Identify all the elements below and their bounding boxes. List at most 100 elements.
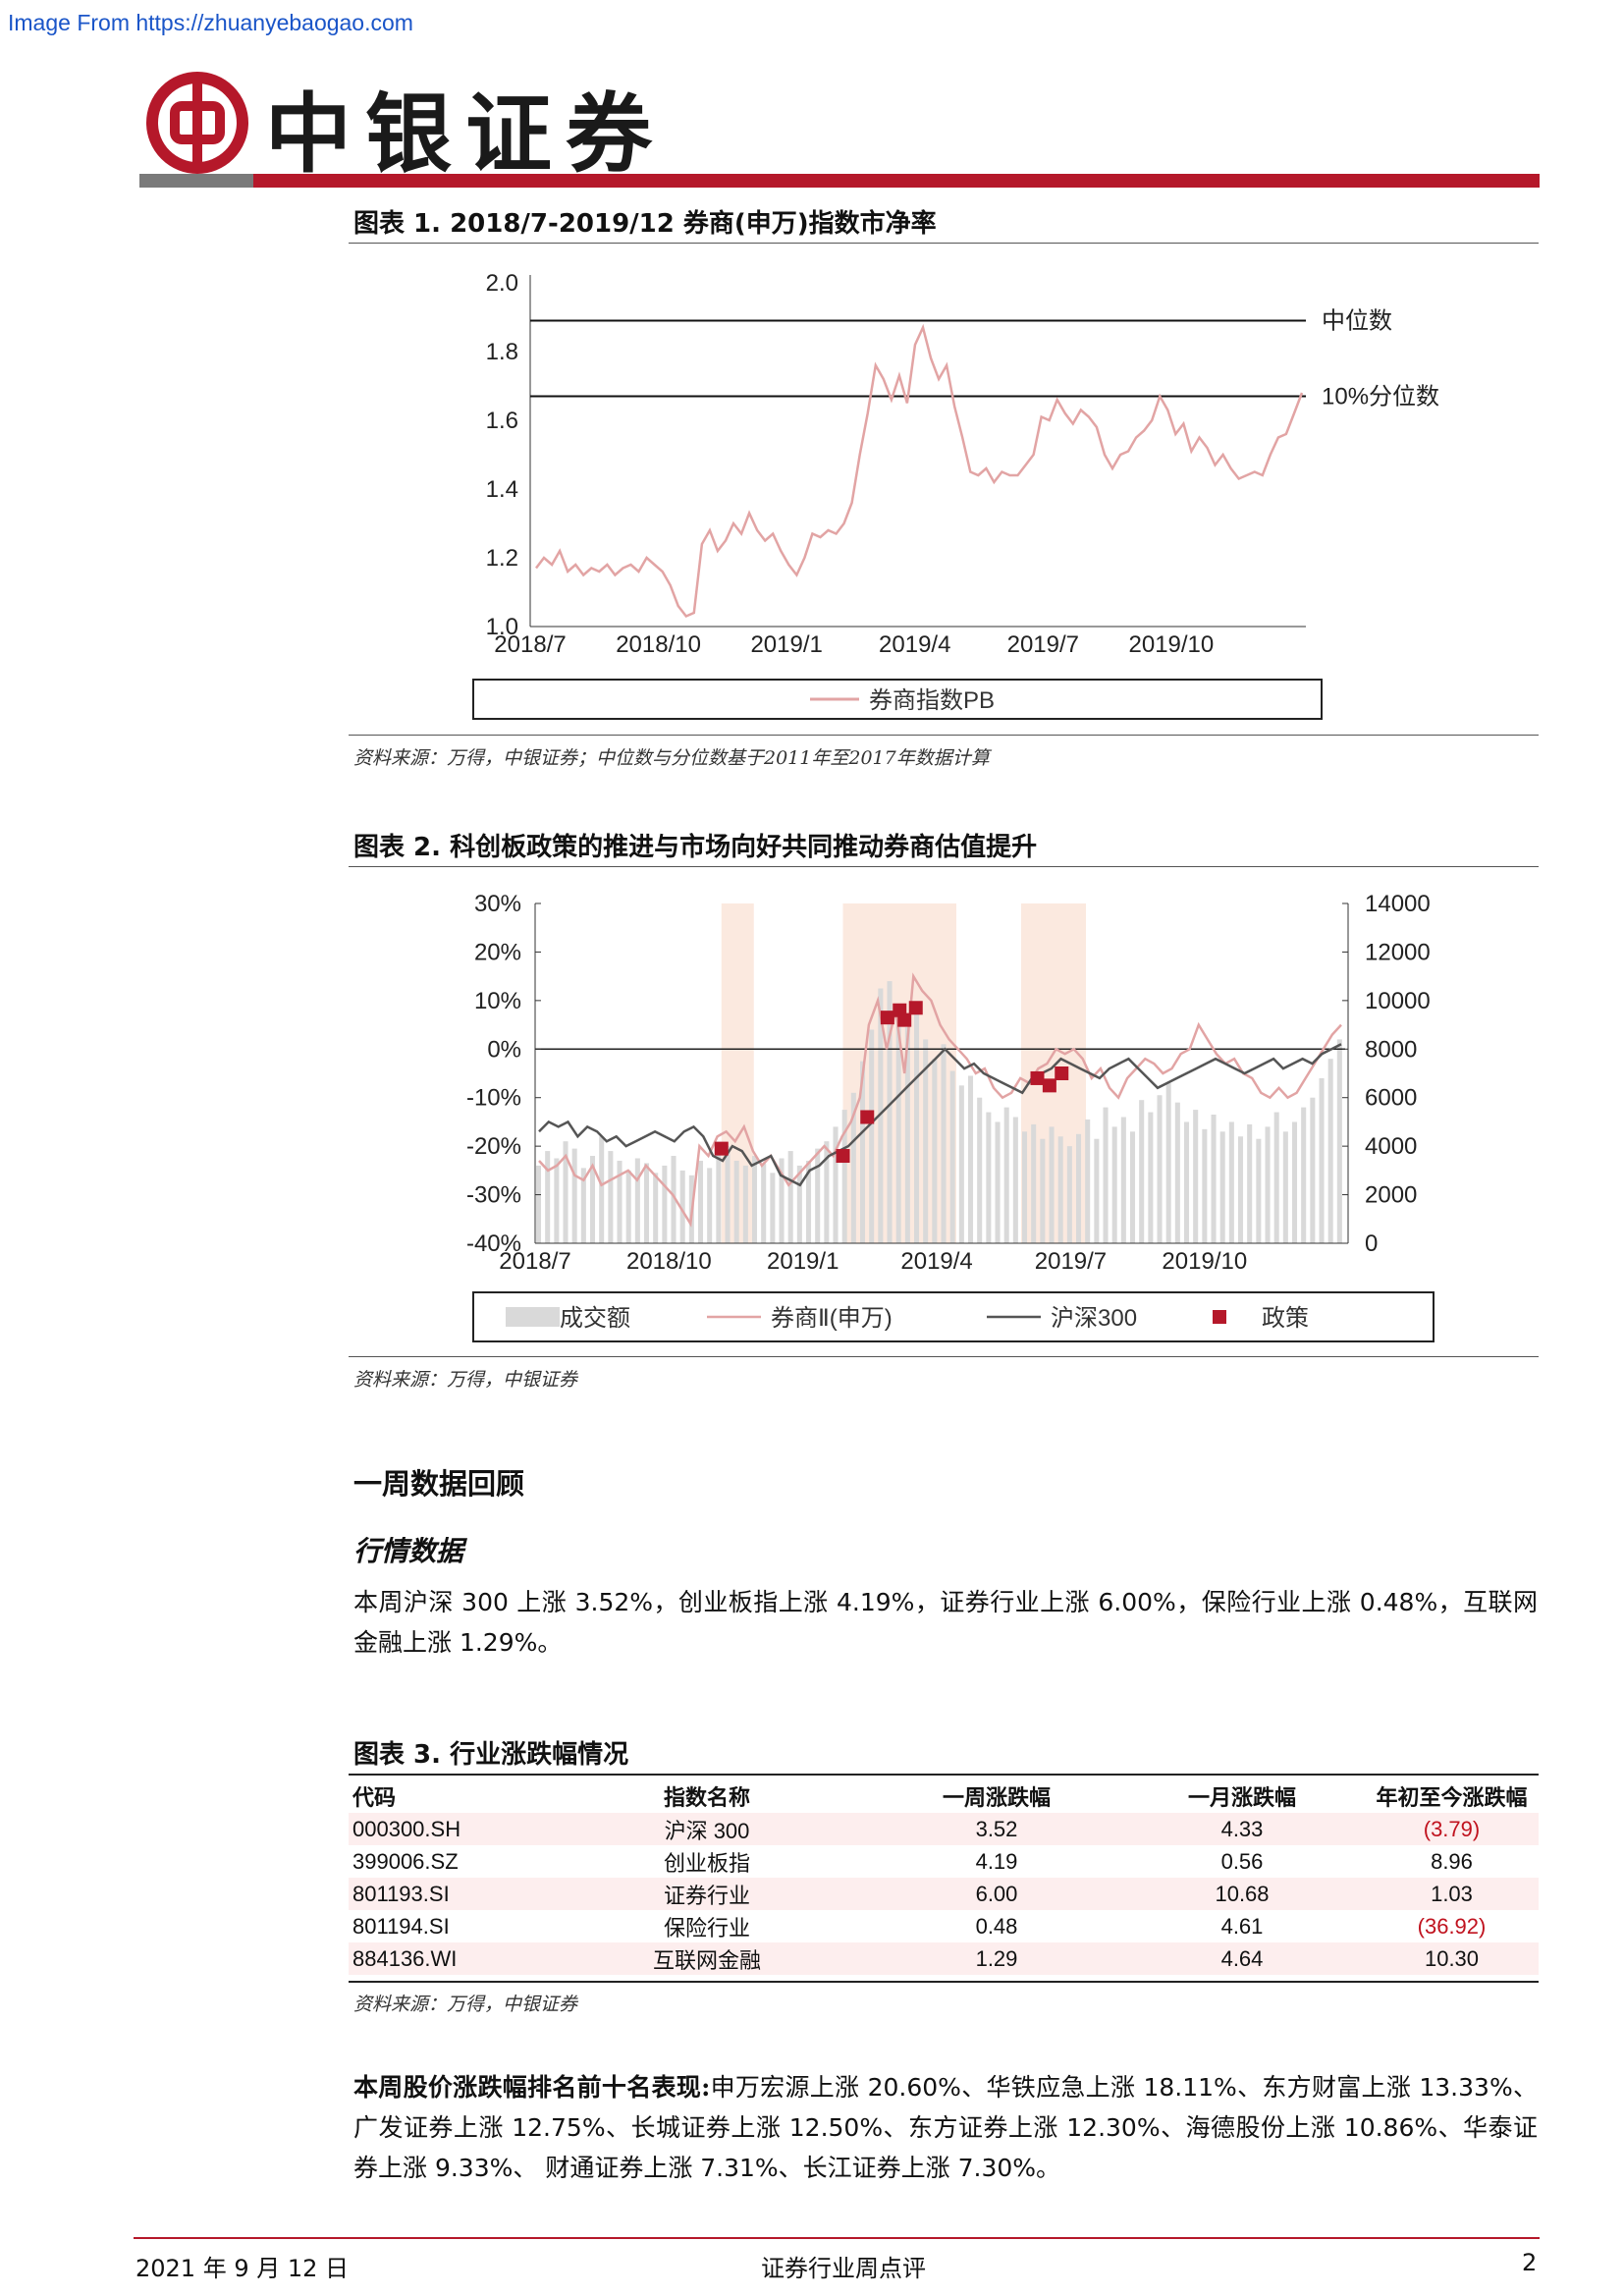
section-title: 一周数据回顾 (353, 1467, 525, 1501)
fig2-volume-bar (932, 1059, 938, 1243)
header-index-name: 指数名称 (663, 1786, 750, 1811)
cell-month: 0.56 (1220, 1848, 1264, 1874)
fig2-volume-bar (815, 1148, 821, 1243)
table-bottom-rule (349, 1981, 1539, 1983)
fig1-legend-label: 券商指数PB (869, 687, 995, 714)
fig2-volume-bar (752, 1156, 758, 1243)
fig2-volume-bar (787, 1151, 793, 1243)
fig2-policy-marker (1055, 1066, 1069, 1080)
fig2-legend-label: 沪深300 (1051, 1305, 1137, 1332)
fig2-volume-bar (1103, 1107, 1109, 1243)
fig2-volume-bar (590, 1156, 596, 1243)
header-ytd-change: 年初至今涨跌幅 (1376, 1786, 1528, 1811)
fig2-right-tick-label: 14000 (1365, 891, 1431, 917)
fig1-y-tick-label: 1.4 (486, 476, 518, 503)
fig2-volume-bar (1076, 1133, 1082, 1243)
fig2-policy-marker (880, 1011, 894, 1025)
fig2-volume-bar (1292, 1121, 1298, 1243)
page-number: 2 (1522, 2249, 1538, 2276)
fig2-policy-marker (1042, 1078, 1056, 1093)
fig1-y-tick-label: 1.6 (486, 408, 518, 434)
fig2-volume-bar (887, 981, 893, 1243)
fig2-policy-marker (908, 1001, 923, 1015)
header-code: 代码 (352, 1786, 397, 1811)
figure2-bottom-rule (349, 1356, 1539, 1357)
fig2-volume-bar (1003, 1107, 1009, 1243)
fig2-policy-marker (714, 1141, 729, 1156)
fig2-broker-line (538, 972, 1342, 1228)
fig2-volume-bar (941, 1044, 947, 1243)
figure1-title: 图表 1. 2018/7-2019/12 券商(申万)指数市净率 (353, 209, 937, 239)
fig2-volume-bar (608, 1151, 614, 1243)
fig1-x-tick-label: 2019/10 (1129, 631, 1215, 658)
fig2-volume-bar (995, 1121, 1001, 1243)
fig2-volume-bar (869, 1029, 875, 1243)
fig2-volume-bar (1085, 1119, 1091, 1243)
fig2-volume-bar (923, 1039, 929, 1243)
cell-month: 4.33 (1119, 1813, 1365, 1845)
fig2-left-tick-label: 30% (474, 891, 521, 917)
fig2-volume-bar (580, 1168, 586, 1243)
cell-name: 互联网金融 (540, 1942, 874, 1975)
fig2-legend-label: 成交额 (560, 1305, 630, 1332)
fig2-volume-bar (977, 1097, 983, 1243)
fig2-volume-bar (733, 1160, 739, 1243)
fig2-volume-bar (968, 1075, 974, 1243)
fig1-x-tick-label: 2019/7 (1007, 631, 1079, 658)
fig2-x-tick-label: 2019/10 (1162, 1248, 1247, 1275)
table-row: 399006.SZ 创业板指 4.19 0.56 8.96 (349, 1845, 1539, 1878)
fig2-volume-bar (1148, 1112, 1154, 1243)
cell-week: 1.29 (874, 1942, 1119, 1975)
fig2-policy-marker (1030, 1070, 1045, 1085)
fig2-volume-bar (895, 1010, 901, 1243)
top-ten-lead: 本周股价涨跌幅排名前十名表现: (353, 2073, 711, 2102)
top-ten-body: 申万宏源上涨 20.60%、华铁应急上涨 18.11%、东方财富上涨 13.33… (353, 2073, 1538, 2182)
fig2-legend-swatch (506, 1307, 560, 1327)
cell-ytd: 8.96 (1431, 1848, 1473, 1874)
cell-name: 保险行业 (663, 1915, 750, 1941)
footer-title: 证券行业周点评 (761, 2255, 926, 2282)
fig2-volume-bar (1336, 1039, 1342, 1243)
fig2-volume-bar (1031, 1123, 1037, 1243)
fig2-volume-bar (761, 1163, 767, 1243)
fig2-volume-bar (958, 1085, 964, 1243)
table-top-rule (349, 1774, 1539, 1776)
fig2-volume-bar (662, 1165, 668, 1243)
fig2-volume-bar (707, 1168, 713, 1243)
fig2-volume-bar (1228, 1121, 1234, 1243)
cell-month: 10.68 (1119, 1878, 1365, 1910)
cell-code: 884136.WI (349, 1942, 540, 1975)
cell-code: 000300.SH (349, 1813, 540, 1845)
fig2-volume-bar (1193, 1110, 1199, 1243)
fig2-volume-bar (806, 1160, 812, 1243)
fig2-volume-bar (1120, 1117, 1126, 1243)
fig2-volume-bar (725, 1146, 731, 1243)
fig1-x-tick-label: 2018/10 (616, 631, 701, 658)
fig2-left-tick-label: -20% (466, 1133, 521, 1160)
fig1-y-tick-label: 1.8 (486, 339, 518, 365)
fig2-x-tick-label: 2019/4 (900, 1248, 972, 1275)
figure2-top-rule (349, 866, 1539, 867)
fig2-volume-bar (878, 988, 884, 1243)
cell-week: 3.52 (874, 1813, 1119, 1845)
fig2-right-tick-label: 12000 (1365, 939, 1431, 965)
cell-name: 沪深 300 (540, 1813, 874, 1845)
fig2-x-tick-label: 2019/1 (767, 1248, 839, 1275)
fig2-left-tick-label: 10% (474, 988, 521, 1014)
fig2-policy-marker (860, 1110, 875, 1124)
cell-code: 801194.SI (352, 1913, 450, 1939)
header-week-change: 一周涨跌幅 (942, 1786, 1051, 1811)
fig2-volume-bar (554, 1158, 560, 1243)
fig1-reference-label: 中位数 (1322, 308, 1392, 335)
fig2-volume-bar (1184, 1121, 1190, 1243)
fig2-volume-bar (1165, 1082, 1171, 1243)
cell-ytd: (36.92) (1417, 1913, 1487, 1939)
fig2-volume-bar (1256, 1138, 1262, 1243)
cell-code: 801193.SI (349, 1878, 540, 1910)
fig2-volume-bar (1130, 1131, 1136, 1243)
fig2-volume-bar (644, 1163, 650, 1243)
fig1-y-tick-label: 1.0 (486, 614, 518, 640)
fig2-legend-label: 政策 (1262, 1305, 1309, 1332)
fig2-right-tick-label: 8000 (1365, 1036, 1417, 1063)
